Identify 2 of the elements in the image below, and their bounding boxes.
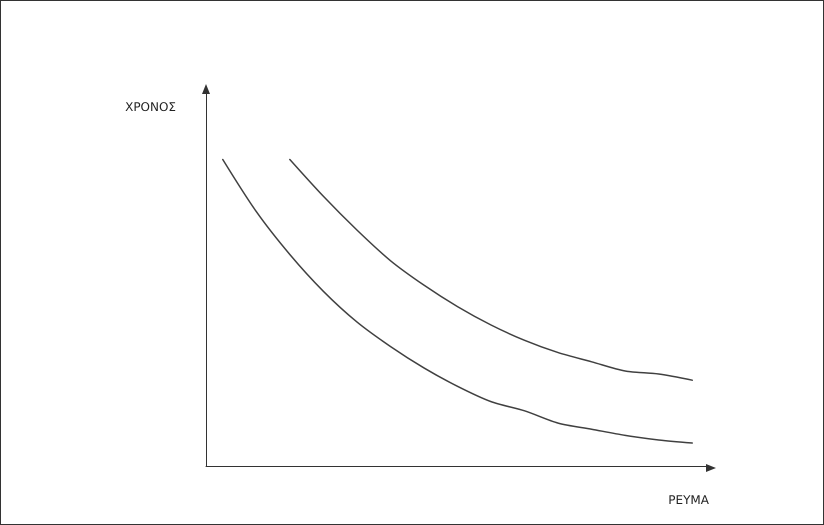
y-axis-title: ΧΡΟΝΟΣ [125,100,176,114]
x-axis-title: ΡΕΥΜΑ [668,493,710,507]
